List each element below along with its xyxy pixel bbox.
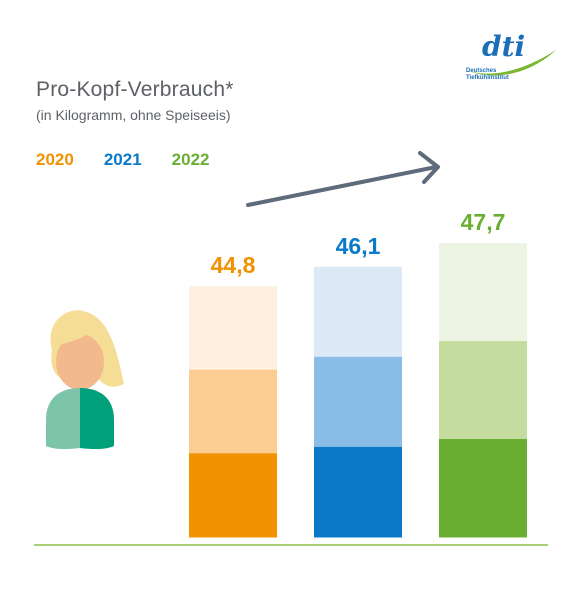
bar-2022-segment-1: [439, 243, 527, 342]
legend-entry-2020: 2020: [36, 150, 74, 169]
bar-2021-segment-3: [314, 446, 402, 538]
bars-group: 44,8 46,1 47,7: [189, 209, 527, 538]
logo-subtext-line2: Tiefkühlinstitut: [466, 75, 509, 81]
logo-subtext: Deutsches Tiefkühlinstitut: [466, 68, 509, 82]
legend-entry-2021: 2021: [103, 150, 142, 169]
bar-2021-segment-2: [314, 356, 402, 448]
dti-logo-swoosh-icon: [460, 50, 556, 76]
legend-entry-2022: 2022: [171, 150, 210, 169]
bar-2022-segment-3: [439, 439, 527, 538]
bar-2022-segment-2: [439, 341, 527, 440]
bar-2020-segment-3: [189, 453, 277, 538]
logo-subtext-line1: Deutsches: [466, 68, 497, 74]
value-label-2021: 46,1: [336, 233, 381, 259]
bar-2020-segment-2: [189, 369, 277, 454]
person-icon: [46, 310, 125, 450]
bar-2020-segment-1: [189, 286, 277, 371]
value-label-2020: 44,8: [211, 252, 256, 278]
legend: 2020 2021 2022: [36, 150, 209, 170]
bar-2021-segment-1: [314, 266, 402, 358]
chart-subtitle: (in Kilogramm, ohne Speiseeis): [36, 107, 231, 123]
logo-text: dti: [482, 30, 526, 63]
value-label-2022: 47,7: [461, 209, 506, 235]
trend-arrow-icon: [246, 151, 440, 207]
chart-title: Pro-Kopf-Verbrauch*: [36, 78, 234, 101]
